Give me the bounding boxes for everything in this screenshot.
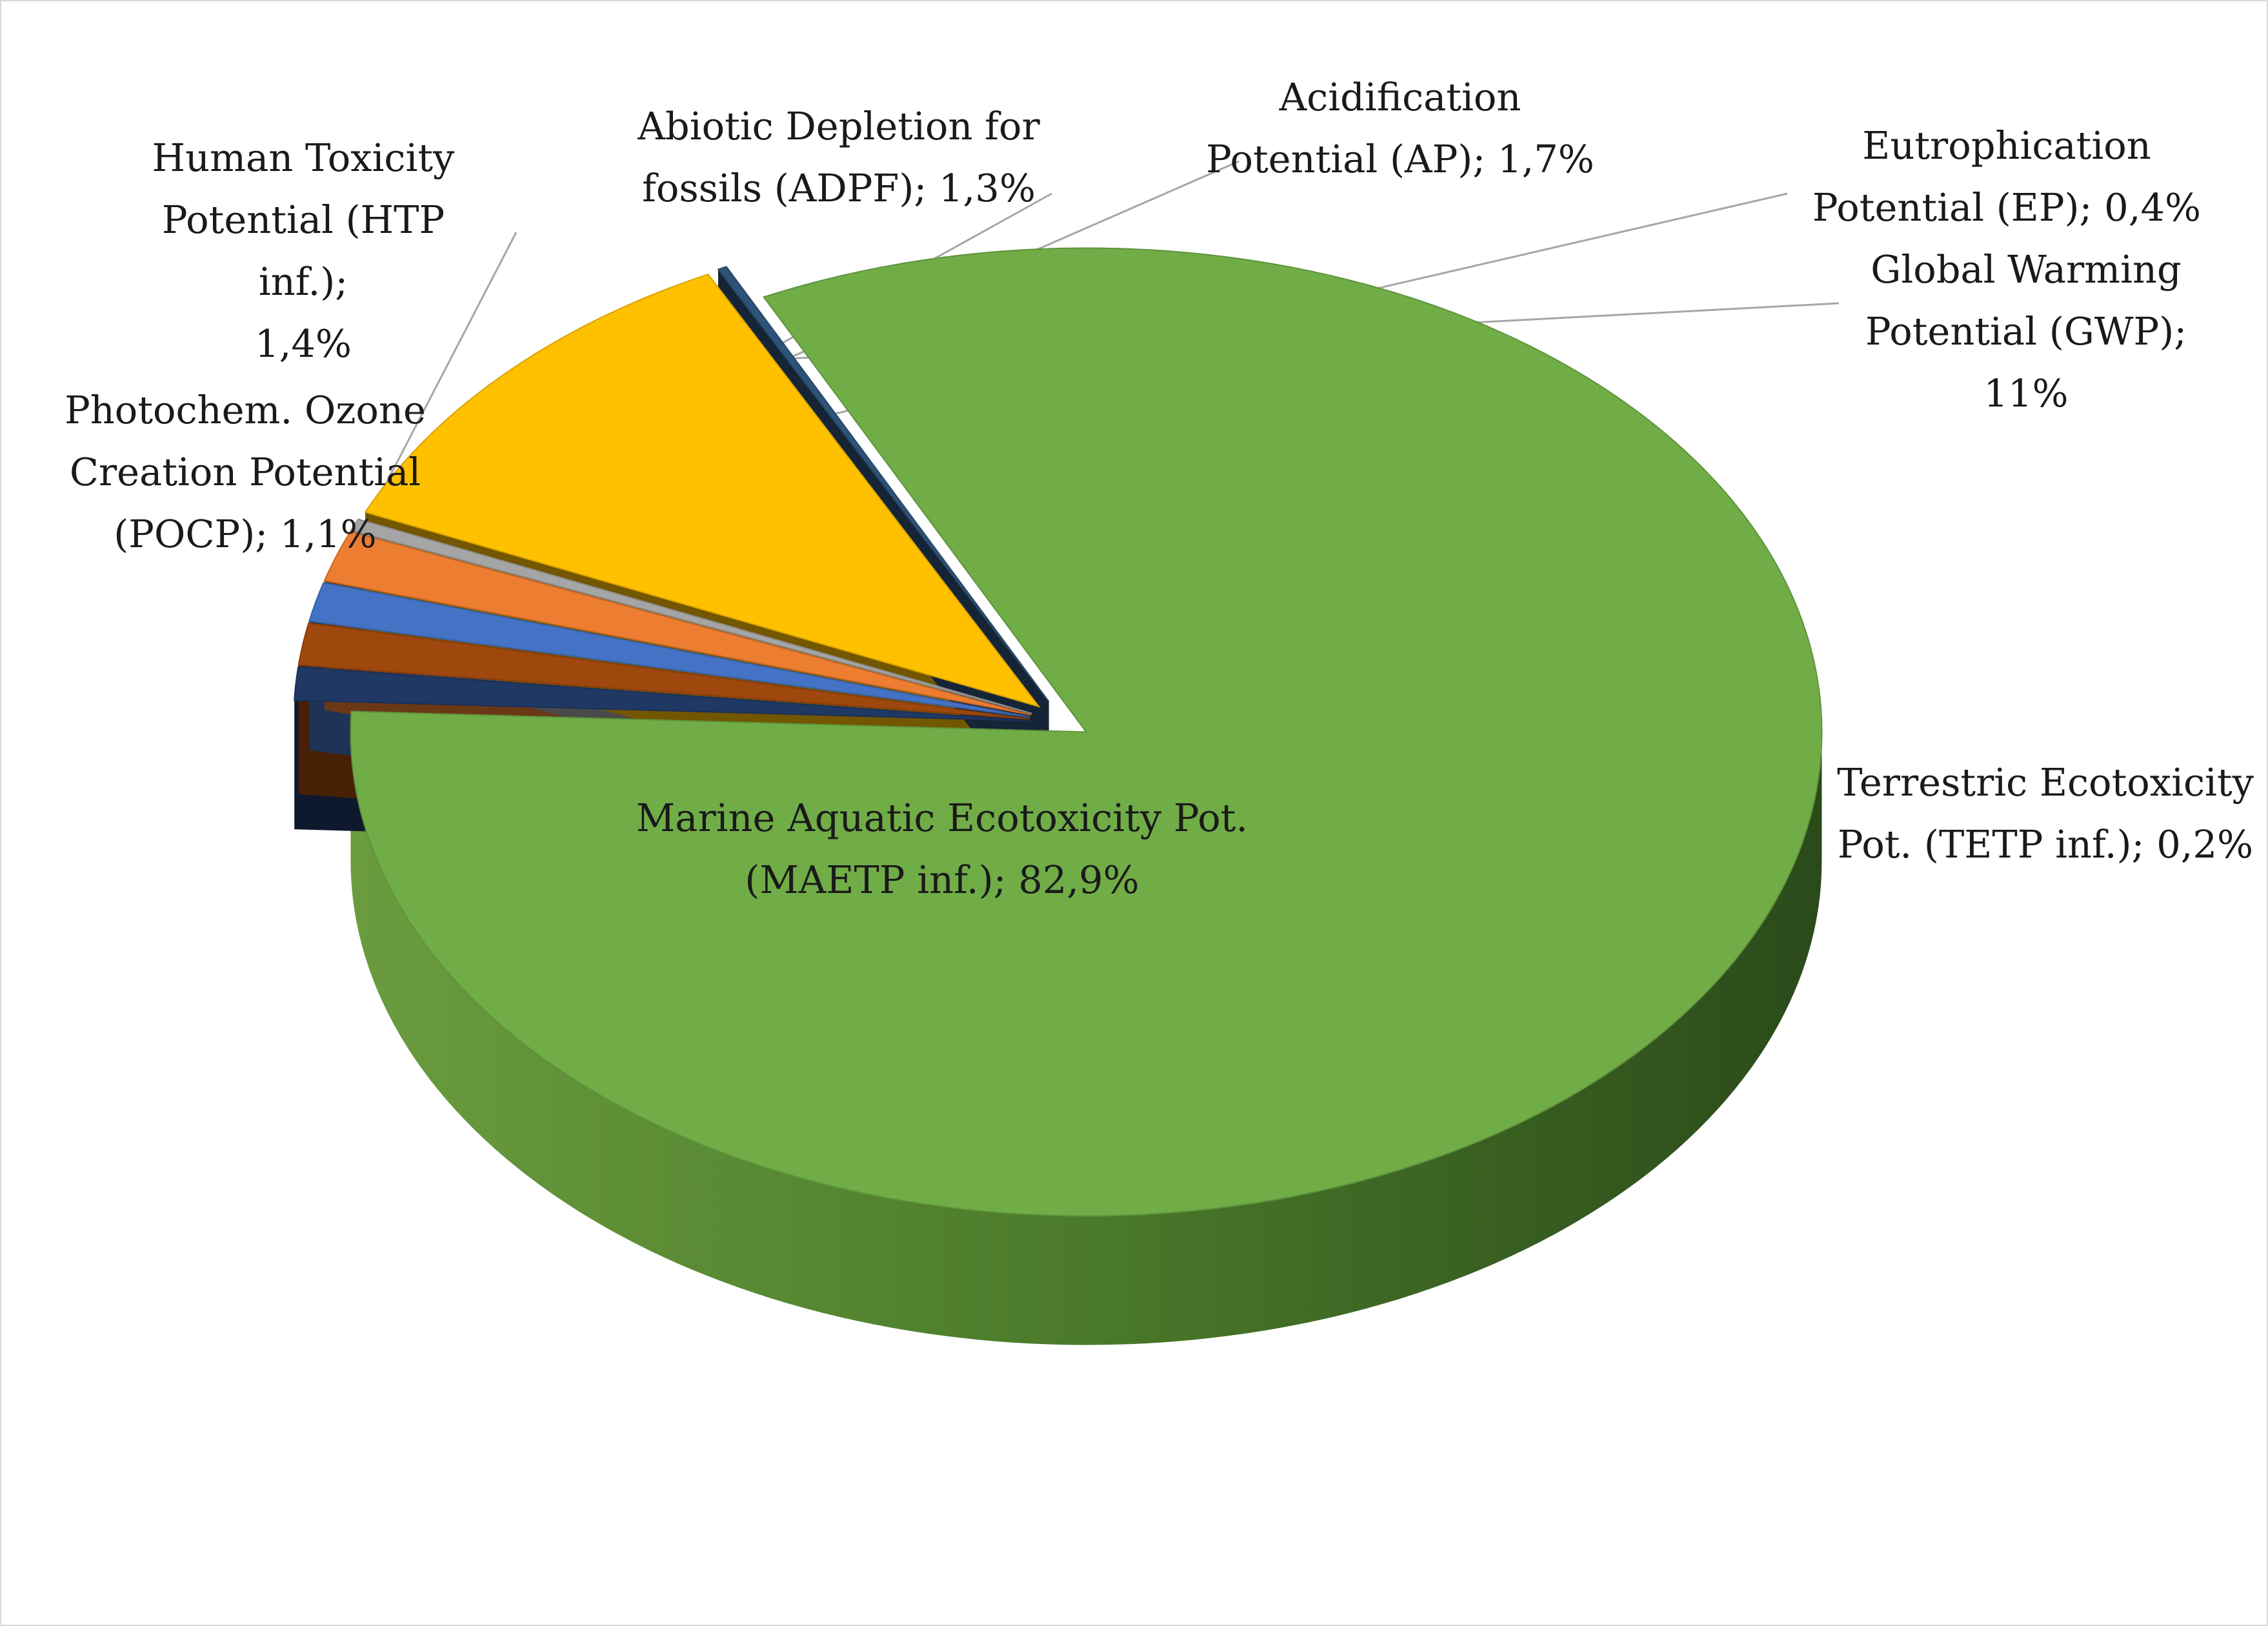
- label-gwp: Global Warming Potential (GWP); 11%: [1865, 247, 2187, 416]
- slice-7: [717, 266, 1050, 703]
- slice-5: [350, 518, 1032, 714]
- label-htp: Human Toxicity Potential (HTP inf.); 1,4…: [152, 136, 455, 366]
- slice-2: [297, 622, 1030, 720]
- label-ap: Acidification Potential (AP); 1,7%: [1206, 75, 1594, 181]
- label-pocp: Photochem. Ozone Creation Potential (POC…: [65, 388, 426, 556]
- slice-0: [350, 247, 1823, 1217]
- slice-3: [308, 581, 1030, 718]
- label-maetp: Marine Aquatic Ecotoxicity Pot. (MAETP i…: [636, 796, 1249, 902]
- label-ep: Eutrophication Potential (EP); 0,4%: [1812, 123, 2202, 230]
- label-tetp: Terrestric Ecotoxicity Pot. (TETP inf.);…: [1837, 760, 2254, 867]
- slice-side-0: [350, 732, 1822, 1345]
- slice-1: [294, 666, 1030, 722]
- slice-6: [364, 273, 1041, 708]
- label-adpf: Abiotic Depletion for fossils (ADPF); 1,…: [637, 104, 1040, 210]
- pie-slices: [294, 247, 1823, 1345]
- slice-4: [323, 531, 1032, 716]
